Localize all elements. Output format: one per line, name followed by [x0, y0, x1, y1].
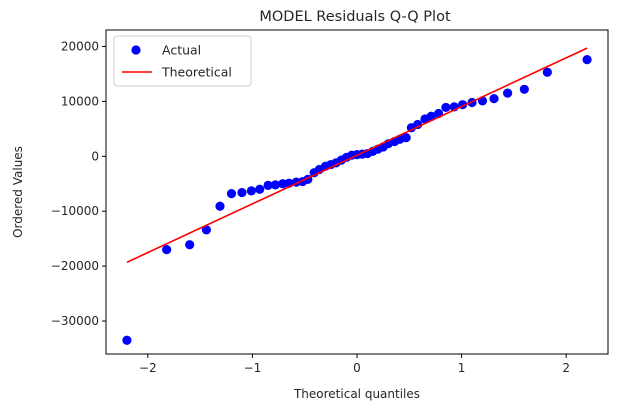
- legend: Actual Theoretical: [113, 35, 252, 87]
- actual-point: [215, 201, 225, 211]
- actual-point: [226, 189, 237, 199]
- x-axis-label: Theoretical quantiles: [293, 387, 420, 401]
- plot-area-frame: [105, 29, 609, 355]
- x-tick-label: 1: [458, 361, 466, 375]
- actual-point: [263, 180, 273, 191]
- y-tick-label: −30000: [51, 314, 99, 328]
- legend-label: Actual: [162, 43, 201, 58]
- y-axis-label: Ordered Values: [11, 146, 25, 238]
- actual-point: [519, 84, 529, 94]
- plot-content: [122, 47, 592, 345]
- actual-point: [542, 67, 552, 77]
- actual-point: [185, 240, 195, 250]
- y-tick-label: 0: [91, 149, 99, 163]
- y-tick-label: −10000: [51, 204, 99, 218]
- actual-point: [201, 225, 211, 235]
- y-axis-ticks: −30000 −20000 −10000 0 10000 20000: [51, 39, 106, 328]
- actual-point: [246, 186, 256, 196]
- actual-point: [122, 335, 132, 345]
- x-tick-label: −2: [139, 361, 157, 375]
- y-tick-label: 10000: [61, 94, 99, 108]
- x-tick-label: 2: [562, 361, 570, 375]
- x-tick-label: 0: [353, 361, 361, 375]
- legend-label: Theoretical: [161, 65, 232, 80]
- legend-marker-actual: [131, 45, 141, 55]
- actual-point: [441, 102, 451, 113]
- x-tick-label: −1: [244, 361, 262, 375]
- legend-box: [113, 35, 252, 87]
- y-tick-label: 20000: [61, 39, 99, 53]
- actual-point: [401, 133, 411, 143]
- chart-title: MODEL Residuals Q-Q Plot: [259, 9, 451, 25]
- theoretical-line: [126, 47, 588, 264]
- actual-point: [489, 94, 499, 104]
- y-tick-label: −20000: [51, 259, 99, 273]
- actual-point: [270, 180, 281, 190]
- actual-point: [582, 55, 592, 65]
- actual-point: [237, 187, 247, 198]
- actual-point: [426, 111, 436, 121]
- actual-point: [503, 88, 513, 98]
- x-axis-ticks: −2 −1 0 1 2: [139, 354, 570, 375]
- actual-point: [162, 245, 172, 255]
- actual-point: [255, 184, 265, 194]
